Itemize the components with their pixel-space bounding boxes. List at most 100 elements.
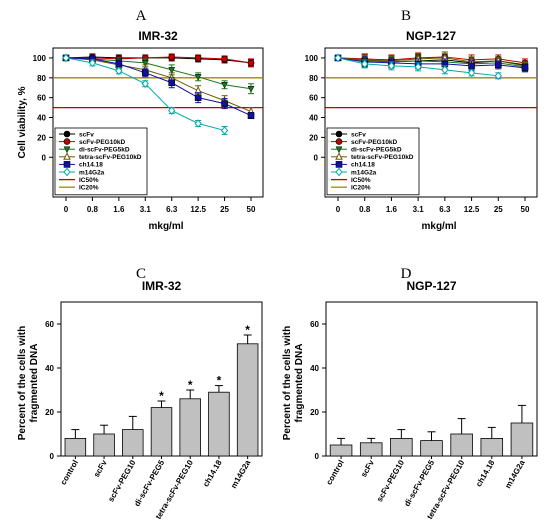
data-point-m14g2a: [334, 53, 342, 63]
legend-label: IC20%: [79, 185, 99, 192]
x-tick-label: 1.6: [113, 205, 125, 214]
x-tick-label: 0.8: [87, 205, 99, 214]
y-tick-label: 60: [37, 94, 46, 103]
bar: [93, 433, 115, 457]
bar: [390, 437, 413, 457]
data-point-di-scfv-peg5kd: [221, 82, 228, 89]
panel-c-bar-chart: IMR-32 0 20 40 60 Percent of the cells withfr…: [17, 279, 263, 521]
data-point-di-scfv-peg5kd: [168, 67, 176, 74]
x-tick-label: 12.5: [190, 205, 206, 214]
x-tick-label: 25: [494, 205, 503, 214]
x-tick-label: di-scFv-PEG5: [132, 458, 166, 508]
x-tick-label: 12.5: [464, 205, 480, 214]
series-line-scfv-peg10kd: [66, 56, 252, 64]
data-point-m14g2a: [62, 53, 70, 63]
x-tick-label: control: [324, 459, 345, 487]
y-tick-label: 0: [314, 153, 319, 162]
series-line-ch14-18: [65, 57, 252, 117]
legend-label: IC50%: [351, 177, 371, 184]
significance-marker: *: [159, 389, 164, 403]
panel-a-line-chart: IMR-32 0 20 40 60 80 100 0 0.8 1.6 3.1 6.3 12.5 25 50 m…: [17, 29, 264, 232]
y-tick-label: 20: [45, 408, 54, 417]
significance-marker: *: [245, 323, 250, 337]
chart-title: NGP-127: [406, 279, 456, 293]
x-tick-label: control: [59, 459, 80, 487]
y-tick-label: 0: [50, 452, 55, 461]
y-tick-label: 40: [310, 364, 319, 373]
y-tick-label: 40: [45, 364, 54, 373]
legend-marker: [335, 152, 343, 160]
bar: [329, 444, 353, 457]
panel-letter-c: C: [136, 266, 146, 282]
x-tick-label: scFv: [359, 458, 376, 479]
panel-letter-a: A: [136, 8, 147, 24]
y-tick-label: 60: [45, 320, 54, 329]
legend-label: ch14.18: [351, 162, 375, 169]
y-tick-label: 40: [309, 114, 318, 123]
legend-label: IC20%: [351, 185, 371, 192]
y-tick-label: 100: [305, 54, 319, 63]
data-point-m14g2a: [88, 58, 97, 68]
y-axis-label: Percent of the cells withfragmented DNA: [282, 326, 305, 440]
data-point-m14g2a: [194, 119, 202, 128]
bar: [480, 437, 504, 457]
data-point-ch14-18: [168, 79, 176, 87]
data-point-m14g2a: [441, 65, 449, 75]
y-axis-label-line: Percent of the cells with: [17, 326, 28, 440]
data-point-m14g2a: [494, 71, 502, 81]
x-tick-label: 0: [336, 205, 341, 214]
data-point-m14g2a: [115, 66, 123, 76]
data-point-ch14-18: [221, 100, 228, 107]
legend-box: [54, 127, 148, 196]
x-tick-label: m14G2a: [503, 458, 527, 490]
data-point-ch14-18: [115, 60, 123, 68]
x-tick-label: m14G2a: [229, 458, 253, 490]
bar: [208, 391, 230, 457]
y-tick-label: 60: [309, 94, 318, 103]
x-tick-label: scFv: [92, 458, 109, 479]
series-line-tetra-scfv-peg10kd: [337, 57, 526, 67]
legend-label: scFv: [79, 131, 94, 138]
legend-marker: [63, 161, 71, 168]
y-tick-label: 100: [33, 54, 47, 63]
y-axis-label: Percent of the cells withfragmented DNA: [17, 326, 40, 440]
data-point-m14g2a: [414, 62, 422, 72]
data-point-ch14-18: [247, 112, 255, 119]
x-tick-label: 3.1: [413, 205, 425, 214]
data-point-m14g2a: [141, 79, 149, 89]
data-point-di-scfv-peg5kd: [141, 60, 149, 67]
y-axis-label-line: fragmented DNA: [29, 344, 40, 423]
legend-marker: [335, 130, 343, 138]
x-axis-label: mkg/ml: [421, 221, 456, 232]
panel-letter-d: D: [401, 266, 412, 282]
legend-marker: [63, 130, 71, 138]
y-tick-label: 0: [315, 452, 320, 461]
x-tick-label: scFv-PEG10: [106, 458, 137, 503]
legend-label: di-scFv-PEG5kD: [79, 147, 130, 154]
x-tick-label: di-scFv-PEG5: [402, 458, 436, 508]
panel-d-bar-chart: NGP-127 0 20 40 60 Percent of the cells withf…: [282, 279, 538, 521]
y-tick-label: 80: [309, 74, 318, 83]
panel-letter-b: B: [401, 8, 411, 24]
chart-title: NGP-127: [406, 29, 456, 43]
x-tick-label: 6.3: [166, 205, 178, 214]
series-line-di-scfv-peg5kd: [337, 57, 526, 68]
legend-label: m14G2a: [79, 169, 105, 176]
legend-label: scFv-PEG10kD: [79, 139, 126, 146]
data-point-m14g2a: [168, 106, 176, 115]
significance-marker: *: [217, 374, 222, 388]
legend-label: scFv: [351, 131, 366, 138]
bar: [510, 422, 534, 457]
data-point-m14g2a: [387, 61, 396, 71]
y-tick-label: 60: [310, 320, 319, 329]
bar: [359, 442, 383, 457]
y-tick-label: 40: [37, 114, 46, 123]
series-line-ch14-18: [337, 57, 526, 69]
chart-title: IMR-32: [138, 29, 178, 43]
significance-marker: *: [188, 378, 193, 392]
data-point-m14g2a: [467, 68, 476, 78]
data-point-ch14-18: [521, 64, 529, 72]
legend-marker: [63, 167, 71, 177]
legend-label: m14G2a: [351, 169, 377, 176]
